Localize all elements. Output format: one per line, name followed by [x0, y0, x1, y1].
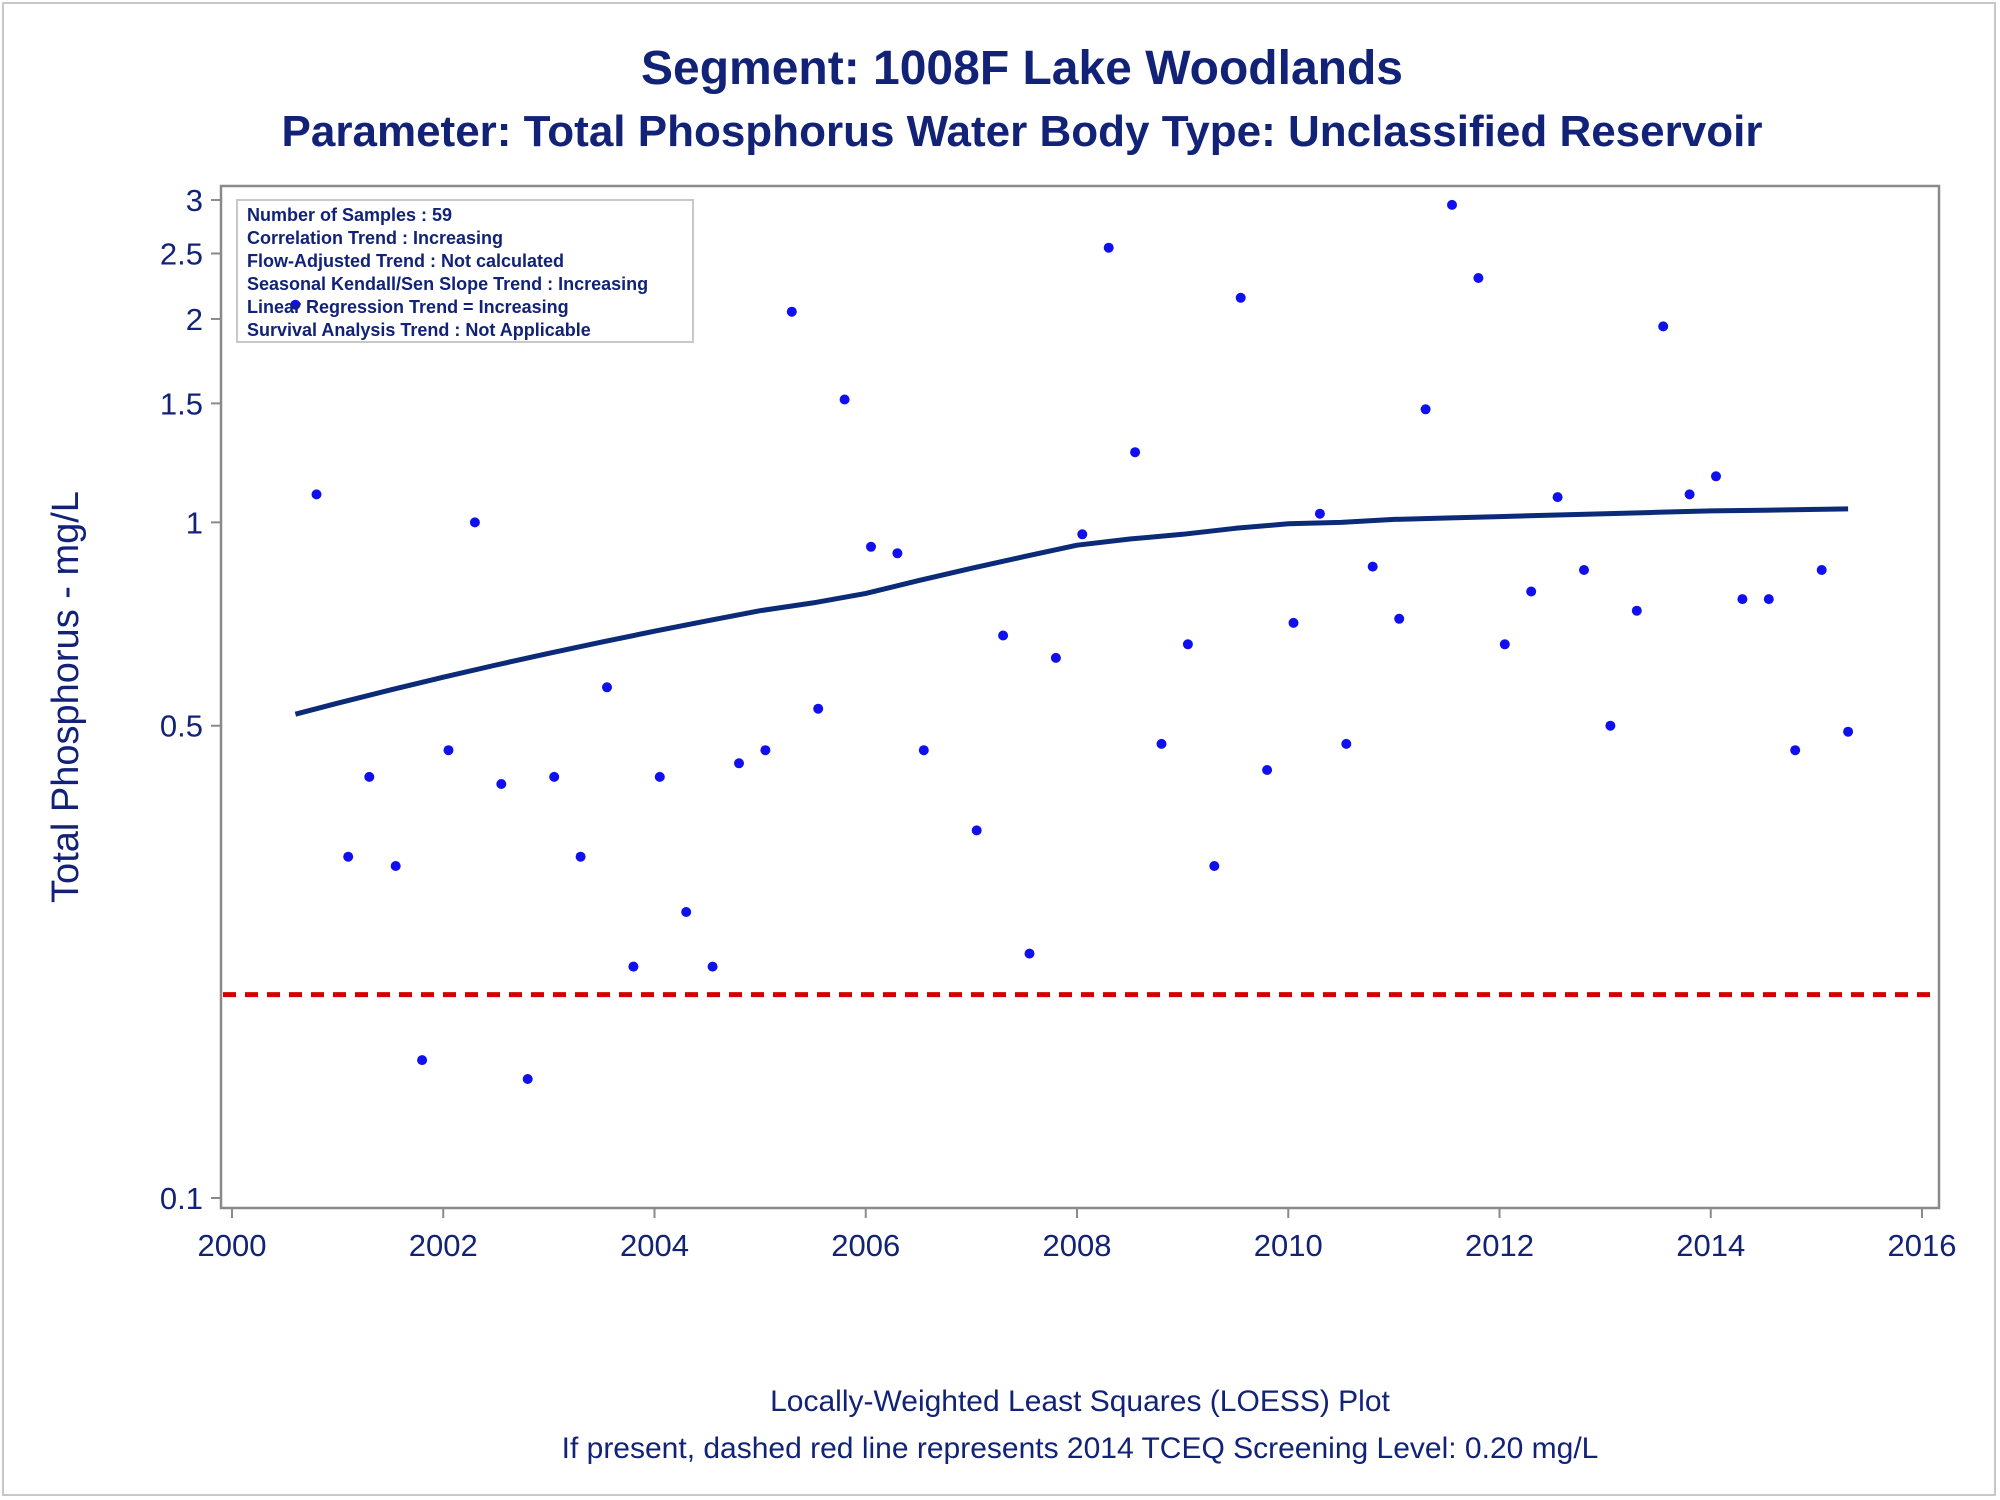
- data-point: [443, 745, 454, 756]
- data-point: [628, 961, 639, 972]
- y-tick-label: 0.1: [160, 1181, 203, 1216]
- x-tick-label: 2008: [1043, 1228, 1112, 1263]
- data-point: [1235, 292, 1246, 303]
- x-tick-label: 2000: [198, 1228, 267, 1263]
- data-point: [469, 517, 480, 528]
- data-point: [1182, 639, 1193, 650]
- data-point: [1631, 605, 1642, 616]
- trend-info-border: [236, 199, 694, 343]
- data-point: [1790, 745, 1801, 756]
- chart-subtitle: Parameter: Total Phosphorus Water Body T…: [282, 107, 1763, 156]
- data-point: [1050, 652, 1061, 663]
- trend-info-line: Seasonal Kendall/Sen Slope Trend : Incre…: [247, 274, 648, 294]
- data-point: [417, 1055, 428, 1066]
- trend-info-line: Survival Analysis Trend : Not Applicable: [247, 320, 591, 340]
- data-point: [1684, 489, 1695, 500]
- data-point: [496, 779, 507, 789]
- loess-curve-group: [294, 506, 1849, 717]
- data-point: [786, 306, 797, 317]
- y-axis-label: Total Phosphorus - mg/L: [45, 491, 87, 903]
- y-tick-label: 1: [186, 505, 203, 540]
- data-point: [892, 548, 903, 559]
- data-point: [1024, 948, 1035, 959]
- data-point: [681, 907, 692, 917]
- data-point: [1130, 447, 1141, 458]
- trend-info-line: Number of Samples : 59: [247, 205, 452, 225]
- trend-info-line: Correlation Trend : Increasing: [247, 228, 503, 248]
- footnote-loess: Locally-Weighted Least Squares (LOESS) P…: [770, 1385, 1390, 1418]
- axis-ticks: 2000 2002 2004 2006 2008 2010 2012 2014 2016 0.1 0…: [160, 183, 1957, 1263]
- data-point: [1473, 273, 1484, 283]
- data-point: [1552, 492, 1563, 503]
- data-point: [522, 1074, 533, 1084]
- data-point: [1711, 471, 1721, 482]
- data-point: [839, 394, 850, 405]
- chart-title: Segment: 1008F Lake Woodlands: [641, 42, 1403, 95]
- y-tick-label: 0.5: [160, 709, 203, 744]
- data-point: [1156, 738, 1167, 749]
- data-point: [1658, 321, 1669, 332]
- data-point: [1763, 594, 1774, 605]
- data-point: [1367, 561, 1378, 572]
- data-point: [918, 745, 929, 756]
- data-point: [390, 861, 401, 871]
- trend-info-lines: Number of Samples : 59 Correlation Trend …: [247, 205, 648, 340]
- data-point: [1314, 508, 1325, 519]
- data-point: [707, 961, 718, 972]
- x-tick-label: 2016: [1888, 1228, 1957, 1263]
- data-point: [1526, 586, 1537, 597]
- data-point: [1843, 726, 1854, 737]
- data-point: [1341, 738, 1352, 749]
- data-point: [654, 771, 665, 782]
- y-tick-label: 2.5: [160, 236, 203, 271]
- data-point: [1605, 720, 1616, 731]
- data-point: [602, 682, 612, 693]
- data-point: [1737, 594, 1748, 605]
- data-point: [1077, 529, 1088, 540]
- data-point: [1499, 639, 1510, 650]
- data-point: [734, 758, 744, 769]
- data-point: [311, 489, 322, 500]
- y-tick-label: 3: [186, 183, 203, 218]
- footnote-screening: If present, dashed red line represents 2…: [562, 1432, 1599, 1465]
- data-point: [1394, 613, 1405, 624]
- data-point: [1288, 617, 1299, 628]
- data-point: [1420, 404, 1431, 415]
- data-point: [813, 703, 824, 714]
- data-point: [1816, 565, 1827, 575]
- plot-area: [219, 184, 1941, 1210]
- data-point: [1579, 565, 1589, 575]
- data-points: [290, 199, 1854, 1084]
- data-point: [760, 745, 771, 756]
- data-point: [1209, 861, 1220, 871]
- data-point: [1262, 765, 1273, 775]
- data-point: [290, 299, 301, 310]
- data-point: [971, 825, 982, 836]
- x-tick-label: 2004: [620, 1228, 689, 1263]
- y-tick-label: 1.5: [160, 386, 203, 421]
- loess-line: [294, 506, 1849, 717]
- data-point: [1103, 242, 1114, 253]
- x-tick-label: 2012: [1465, 1228, 1534, 1263]
- data-point: [866, 541, 876, 552]
- x-tick-label: 2010: [1254, 1228, 1323, 1263]
- y-tick-label: 2: [186, 302, 203, 337]
- trend-info-box: Number of Samples : 59 Correlation Trend …: [236, 199, 694, 343]
- data-point: [1447, 199, 1457, 210]
- data-point: [575, 851, 586, 862]
- x-tick-label: 2002: [409, 1228, 478, 1263]
- data-point: [998, 630, 1009, 641]
- trend-info-line: Linear Regression Trend = Increasing: [247, 297, 569, 317]
- x-tick-label: 2014: [1676, 1228, 1745, 1263]
- data-point: [549, 771, 560, 782]
- x-tick-label: 2006: [831, 1228, 900, 1263]
- trend-info-line: Flow-Adjusted Trend : Not calculated: [247, 251, 564, 271]
- data-point: [343, 851, 354, 862]
- data-point: [364, 771, 375, 782]
